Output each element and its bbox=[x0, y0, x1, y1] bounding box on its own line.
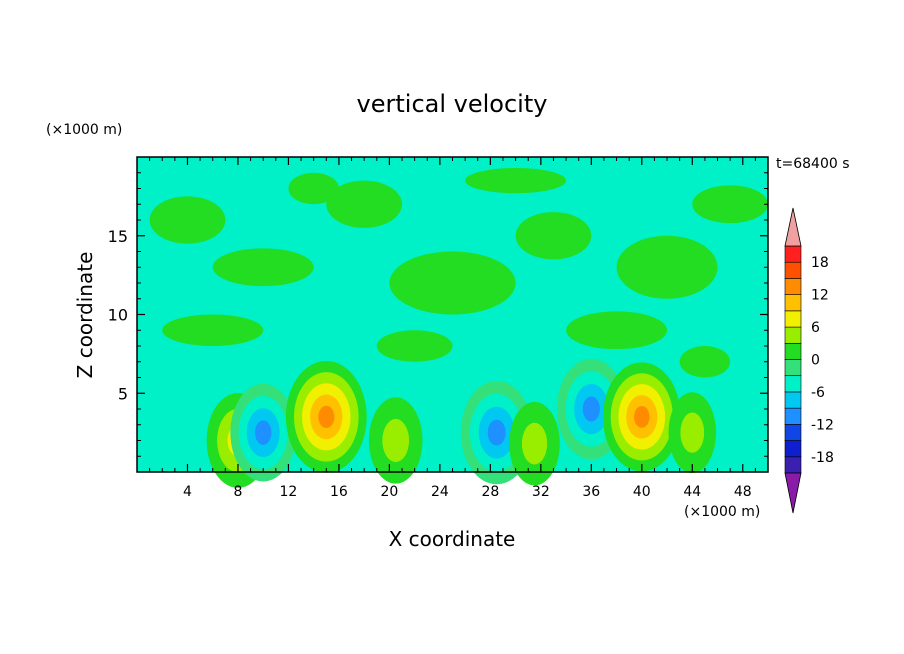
colorbar-over-arrow bbox=[784, 207, 802, 247]
colorbar-tick-label: 18 bbox=[811, 255, 829, 271]
velocity-field bbox=[149, 168, 768, 488]
colorbar-segment bbox=[784, 456, 802, 474]
colorbar-under-arrow bbox=[784, 472, 802, 514]
contour-feature bbox=[254, 420, 272, 445]
x-tick-label: 8 bbox=[233, 484, 242, 500]
y-axis-label: Z coordinate bbox=[73, 252, 97, 379]
x-tick-label: 28 bbox=[481, 484, 499, 500]
x-tick-label: 24 bbox=[431, 484, 449, 500]
colorbar-segment bbox=[784, 375, 802, 393]
y-tick-label: 10 bbox=[108, 306, 128, 325]
colorbar-tick-label: -12 bbox=[811, 417, 834, 433]
contour-feature bbox=[318, 405, 335, 429]
colorbar: 18 12 6 0 -6 -12 -18 bbox=[784, 207, 834, 514]
colorbar-segment bbox=[784, 342, 802, 360]
contour-feature bbox=[634, 405, 650, 428]
time-label: t=68400 s bbox=[776, 156, 850, 172]
colorbar-tick-label: -6 bbox=[811, 385, 825, 401]
field-patch bbox=[376, 330, 453, 362]
field-patch bbox=[389, 251, 516, 315]
field-patch bbox=[149, 196, 226, 244]
colorbar-segment bbox=[784, 245, 802, 263]
colorbar-segment bbox=[784, 294, 802, 312]
colorbar-segment bbox=[784, 278, 802, 295]
x-tick-label: 44 bbox=[683, 484, 701, 500]
field-patch bbox=[692, 185, 768, 224]
contour-feature bbox=[487, 419, 506, 446]
x-tick-label: 48 bbox=[734, 484, 752, 500]
contour-feature bbox=[382, 418, 410, 463]
x-tick-label: 4 bbox=[183, 484, 192, 500]
chart-title: vertical velocity bbox=[357, 90, 548, 118]
colorbar-tick-label: 6 bbox=[811, 320, 820, 336]
x-axis-label: X coordinate bbox=[389, 527, 516, 551]
field-patch bbox=[288, 172, 339, 205]
colorbar-tick-label: 0 bbox=[811, 353, 820, 369]
colorbar-tick-label: 12 bbox=[811, 288, 829, 304]
y-tick-label: 5 bbox=[118, 384, 128, 403]
colorbar-segment bbox=[784, 359, 802, 377]
colorbar-segment bbox=[784, 261, 802, 279]
field-patch bbox=[616, 235, 718, 299]
y-tick-label: 15 bbox=[108, 227, 128, 246]
colorbar-segment bbox=[784, 407, 802, 425]
x-unit-label: (×1000 m) bbox=[684, 504, 760, 520]
field-patch bbox=[465, 168, 567, 194]
contour-feature bbox=[680, 412, 705, 453]
plot-area bbox=[136, 156, 769, 488]
x-tick-label: 40 bbox=[633, 484, 651, 500]
y-axis: 5 10 15 bbox=[108, 172, 768, 457]
contour-feature bbox=[582, 396, 600, 422]
field-patch bbox=[566, 311, 668, 350]
field-patch bbox=[162, 314, 264, 346]
x-tick-label: 20 bbox=[380, 484, 398, 500]
contour-feature bbox=[521, 422, 548, 465]
x-tick-label: 16 bbox=[330, 484, 348, 500]
colorbar-segment bbox=[784, 424, 802, 441]
field-patch bbox=[326, 180, 403, 228]
colorbar-tick-label: -18 bbox=[811, 450, 834, 466]
field-patch bbox=[679, 346, 731, 378]
field-patch bbox=[212, 248, 314, 287]
x-tick-label: 12 bbox=[280, 484, 298, 500]
colorbar-segment bbox=[784, 440, 802, 458]
x-tick-label: 36 bbox=[582, 484, 600, 500]
y-unit-label: (×1000 m) bbox=[46, 122, 122, 138]
colorbar-segment bbox=[784, 391, 802, 409]
field-patch bbox=[515, 212, 592, 260]
x-axis: 4 8 12 16 20 24 28 32 36 40 44 48 bbox=[149, 157, 756, 500]
x-tick-label: 32 bbox=[532, 484, 550, 500]
colorbar-segment bbox=[784, 326, 802, 344]
colorbar-segment bbox=[784, 310, 802, 328]
